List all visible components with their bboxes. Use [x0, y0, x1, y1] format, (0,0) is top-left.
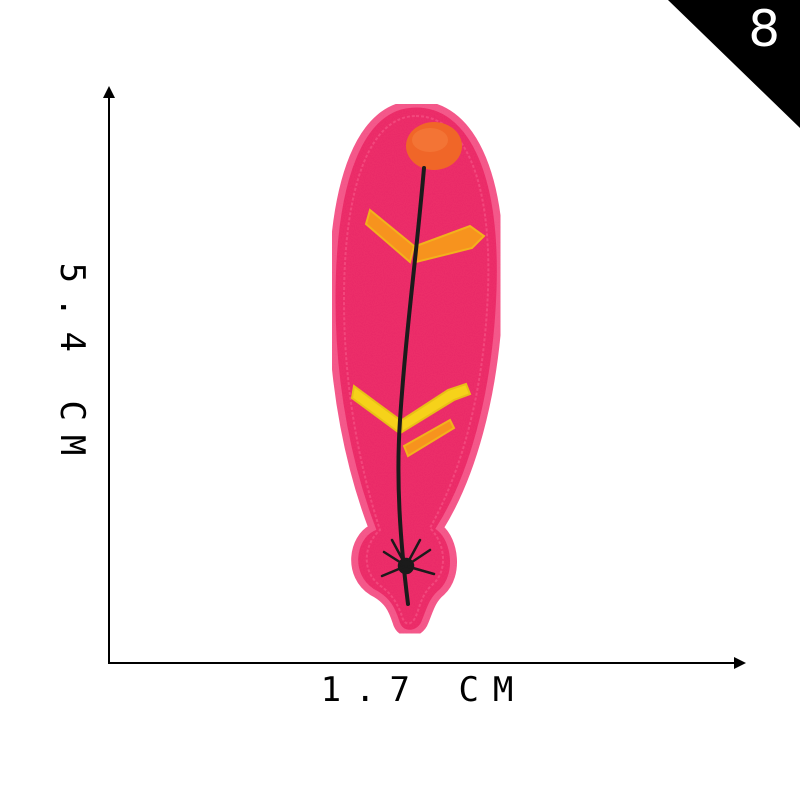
feather-quill [396, 166, 426, 606]
arrow-up-icon [103, 86, 115, 98]
height-dimension-line [108, 96, 110, 664]
width-label: 1.7 CM [320, 670, 528, 710]
lower-chevron-right [401, 382, 472, 434]
badge-number: 8 [748, 0, 780, 58]
height-label: 5.4 CM [52, 262, 92, 470]
quill-knot [380, 538, 436, 578]
small-orange-stroke [402, 418, 456, 458]
upper-chevron-left [364, 208, 416, 264]
arrow-right-icon [734, 657, 746, 669]
patch-inner-stitch [342, 114, 490, 625]
width-dimension-line [108, 662, 736, 664]
corner-badge [668, 0, 800, 128]
